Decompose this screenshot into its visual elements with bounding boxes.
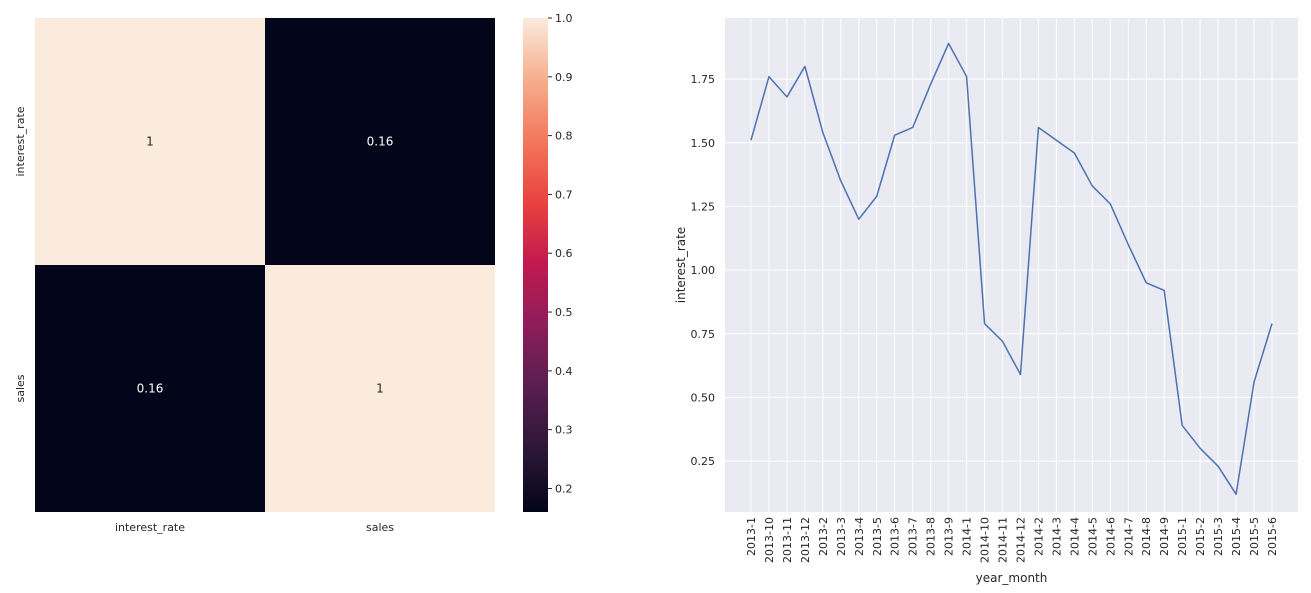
heatmap-cell	[265, 18, 495, 265]
x-tick-label: 2013-6	[889, 517, 902, 556]
y-tick-label: 0.75	[691, 328, 716, 341]
plot-area	[725, 18, 1298, 512]
x-tick-label: 2013-1	[745, 517, 758, 556]
x-tick-label: 2015-4	[1230, 517, 1243, 556]
line-chart: 0.25 0.50 0.75 1.00 1.25 1.50 1.75 2013-1 2013-1…	[674, 18, 1298, 585]
heatmap-row-label: sales	[14, 374, 27, 402]
x-tick-label: 2014-11	[997, 517, 1010, 563]
heatmap-cell-label: 0.16	[137, 382, 164, 396]
colorbar-tick-label: 0.6	[555, 247, 573, 260]
x-tick-label: 2013-11	[781, 517, 794, 563]
colorbar-gradient	[523, 18, 548, 512]
x-tick-label: 2014-5	[1086, 517, 1099, 556]
y-tick-label: 1.00	[691, 264, 716, 277]
y-tick-label: 0.25	[691, 455, 716, 468]
x-tick-label: 2013-7	[907, 517, 920, 556]
heatmap-col-label: sales	[366, 521, 394, 534]
x-tick-label: 2015-6	[1266, 517, 1279, 556]
heatmap-cell-label: 1	[146, 135, 154, 149]
x-tick-label: 2014-10	[979, 517, 992, 563]
x-tick-label: 2013-9	[943, 517, 956, 556]
colorbar-tick-label: 0.9	[555, 71, 573, 84]
x-tick-label: 2015-3	[1212, 517, 1225, 556]
colorbar-tick-label: 0.3	[555, 424, 573, 437]
x-tick-label: 2013-5	[871, 517, 884, 556]
heatmap-cell-label: 1	[376, 382, 384, 396]
colorbar-tick-label: 0.4	[555, 365, 573, 378]
x-tick-label: 2014-4	[1068, 517, 1081, 556]
x-tick-label: 2015-2	[1194, 517, 1207, 556]
y-tick-label: 0.50	[691, 391, 716, 404]
x-tick-label: 2014-7	[1122, 517, 1135, 556]
x-tick-label: 2013-8	[925, 517, 938, 556]
x-tick-label: 2014-9	[1158, 517, 1171, 556]
heatmap-row-label: interest_rate	[14, 106, 27, 176]
y-tick-label: 1.50	[691, 137, 716, 150]
x-tick-label: 2013-2	[817, 517, 830, 556]
heatmap-cell-label: 0.16	[367, 135, 394, 149]
x-tick-label: 2013-12	[799, 517, 812, 563]
x-tick-label: 2014-12	[1014, 517, 1027, 563]
x-tick-label: 2014-3	[1050, 517, 1063, 556]
y-tick-label: 1.25	[691, 200, 716, 213]
colorbar-tick-label: 0.8	[555, 130, 573, 143]
y-axis-label: interest_rate	[674, 227, 688, 303]
heatmap-cell	[35, 18, 265, 265]
y-tick-label: 1.75	[691, 73, 716, 86]
x-tick-label: 2014-1	[961, 517, 974, 556]
heatmap-col-label: interest_rate	[115, 521, 185, 534]
heatmap-cell	[35, 265, 265, 512]
colorbar-tick-label: 0.7	[555, 188, 573, 201]
x-tick-label: 2015-5	[1248, 517, 1261, 556]
x-tick-label: 2014-6	[1104, 517, 1117, 556]
x-tick-label: 2013-3	[835, 517, 848, 556]
x-tick-label: 2014-2	[1032, 517, 1045, 556]
x-tick-label: 2013-10	[763, 517, 776, 563]
colorbar: 0.2 0.3 0.4 0.5 0.6 0.7 0.8 0.9 1.0	[523, 12, 573, 512]
colorbar-tick-label: 0.2	[555, 482, 573, 495]
x-tick-label: 2014-8	[1140, 517, 1153, 556]
x-axis-label: year_month	[976, 571, 1048, 585]
series-line	[750, 42, 1273, 495]
colorbar-tick-label: 0.5	[555, 306, 573, 319]
heatmap-cell	[265, 265, 495, 512]
x-tick-label: 2015-1	[1176, 517, 1189, 556]
x-tick-label: 2013-4	[853, 517, 866, 556]
colorbar-tick-label: 1.0	[555, 12, 573, 25]
